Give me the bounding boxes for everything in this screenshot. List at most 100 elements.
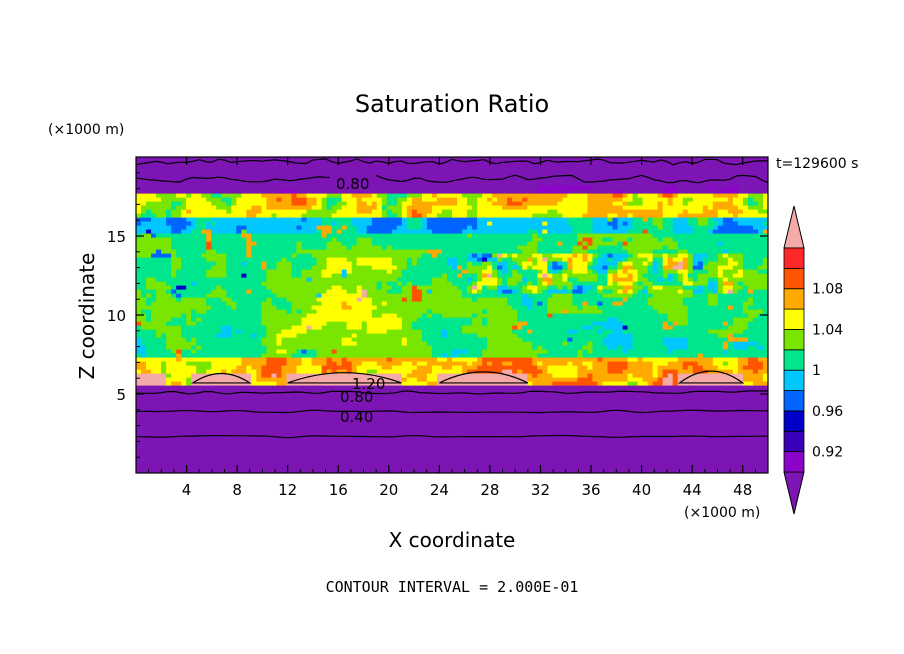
heatmap-cell xyxy=(572,297,624,302)
x-tick-label: 8 xyxy=(232,481,242,499)
heatmap-cell xyxy=(266,205,313,210)
heatmap-cell xyxy=(206,237,212,242)
heatmap-cell xyxy=(176,297,182,302)
heatmap-cell xyxy=(211,233,242,238)
heatmap-cell xyxy=(477,365,538,370)
heatmap-cell xyxy=(472,297,478,302)
heatmap-cell xyxy=(657,309,689,314)
heatmap-cell xyxy=(236,301,262,306)
heatmap-cell xyxy=(672,373,679,378)
heatmap-cell xyxy=(662,237,674,242)
heatmap-cell xyxy=(652,233,768,238)
heatmap-cell xyxy=(276,189,298,194)
heatmap-cell xyxy=(677,273,684,278)
x-tick-label: 20 xyxy=(379,481,398,499)
heatmap-cell xyxy=(727,197,734,202)
heatmap-cell xyxy=(657,201,664,206)
heatmap-cell xyxy=(171,225,187,230)
heatmap-cell xyxy=(707,205,714,210)
heatmap-cell xyxy=(572,257,584,262)
heatmap-cell xyxy=(537,233,578,238)
heatmap-cell xyxy=(547,257,563,262)
heatmap-cell xyxy=(376,193,388,198)
contour-line xyxy=(136,174,768,184)
heatmap-cell xyxy=(291,253,298,258)
heatmap-cell xyxy=(537,249,573,254)
heatmap-cell xyxy=(532,361,538,366)
heatmap-cell xyxy=(632,213,664,218)
heatmap-cell xyxy=(657,373,664,378)
heatmap-cell xyxy=(261,205,268,210)
heatmap-cell xyxy=(261,337,278,342)
heatmap-cell xyxy=(752,369,759,374)
heatmap-cell xyxy=(592,185,664,190)
heatmap-cell xyxy=(431,209,443,214)
colorbar-segment xyxy=(783,410,805,432)
heatmap-cell xyxy=(201,229,212,234)
heatmap-cell xyxy=(136,237,172,242)
chart-title: Saturation Ratio xyxy=(355,90,549,118)
heatmap-cell xyxy=(692,261,699,266)
heatmap-cell xyxy=(457,257,468,262)
heatmap-cell xyxy=(321,301,343,306)
colorbar-label: 1.04 xyxy=(812,322,843,338)
heatmap-cell xyxy=(762,309,768,314)
heatmap-cell xyxy=(717,301,744,306)
heatmap-cell xyxy=(472,281,478,286)
heatmap-cell xyxy=(667,197,674,202)
heatmap-cell xyxy=(737,289,749,294)
heatmap-cell xyxy=(326,361,338,366)
heatmap-cell xyxy=(657,365,684,370)
heatmap-cell xyxy=(171,245,207,250)
heatmap-cell xyxy=(266,261,278,266)
heatmap-cell xyxy=(747,345,759,350)
heatmap-cell xyxy=(632,337,664,342)
heatmap-cell xyxy=(206,273,227,278)
heatmap-cell xyxy=(411,289,423,294)
heatmap-cell xyxy=(592,257,599,262)
heatmap-cell xyxy=(522,265,528,270)
heatmap-cell xyxy=(211,229,237,234)
heatmap-cell xyxy=(452,213,468,218)
heatmap-cell xyxy=(231,297,268,302)
heatmap-cell xyxy=(742,209,759,214)
heatmap-cell xyxy=(737,221,764,226)
heatmap-cell xyxy=(707,221,719,226)
heatmap-cell xyxy=(542,221,548,226)
heatmap-cell xyxy=(386,289,403,294)
colorbar-segment xyxy=(783,247,805,269)
heatmap-cell xyxy=(737,193,749,198)
heatmap-cell xyxy=(156,293,172,298)
heatmap-cell xyxy=(632,253,639,258)
heatmap-cell xyxy=(206,197,222,202)
heatmap-cell xyxy=(617,269,624,274)
heatmap-cell xyxy=(301,317,403,322)
heatmap-cell xyxy=(602,381,629,386)
heatmap-cell xyxy=(687,321,724,326)
heatmap-cell xyxy=(532,381,553,386)
heatmap-cell xyxy=(251,245,298,250)
heatmap-cell xyxy=(191,221,197,226)
heatmap-cell xyxy=(552,281,573,286)
heatmap-cell xyxy=(667,373,674,378)
heatmap-cell xyxy=(562,261,568,266)
heatmap-cell xyxy=(361,361,378,366)
heatmap-cell xyxy=(657,369,664,374)
heatmap-cell xyxy=(341,305,353,310)
heatmap-cell xyxy=(281,341,343,346)
heatmap-cell xyxy=(722,273,734,278)
heatmap-cell xyxy=(346,325,363,330)
heatmap-cell xyxy=(497,289,503,294)
heatmap-cell xyxy=(652,365,659,370)
heatmap-cell xyxy=(371,209,383,214)
heatmap-cell xyxy=(351,369,358,374)
heatmap-cell xyxy=(562,309,568,314)
heatmap-cell xyxy=(226,261,242,266)
heatmap-cell xyxy=(251,289,273,294)
heatmap-cell xyxy=(356,333,423,338)
heatmap-cell xyxy=(301,245,328,250)
heatmap-cell xyxy=(637,253,654,258)
heatmap-cell xyxy=(196,337,262,342)
heatmap-cell xyxy=(667,317,689,322)
heatmap-cell xyxy=(567,257,573,262)
